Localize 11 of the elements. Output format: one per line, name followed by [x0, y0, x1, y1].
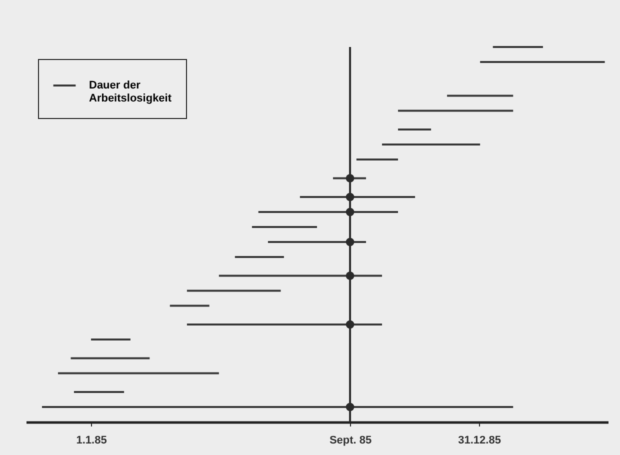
x-tick-label: 1.1.85: [76, 434, 107, 446]
x-tick-label: 31.12.85: [458, 434, 501, 446]
point: [346, 208, 354, 216]
point: [346, 238, 354, 246]
legend-label: Dauer der Arbeitslosigkeit: [89, 80, 172, 104]
point: [346, 320, 354, 329]
point: [346, 174, 354, 182]
point: [346, 192, 354, 202]
point: [346, 272, 354, 280]
point: [346, 402, 354, 412]
x-tick-label: Sept. 85: [329, 434, 372, 446]
